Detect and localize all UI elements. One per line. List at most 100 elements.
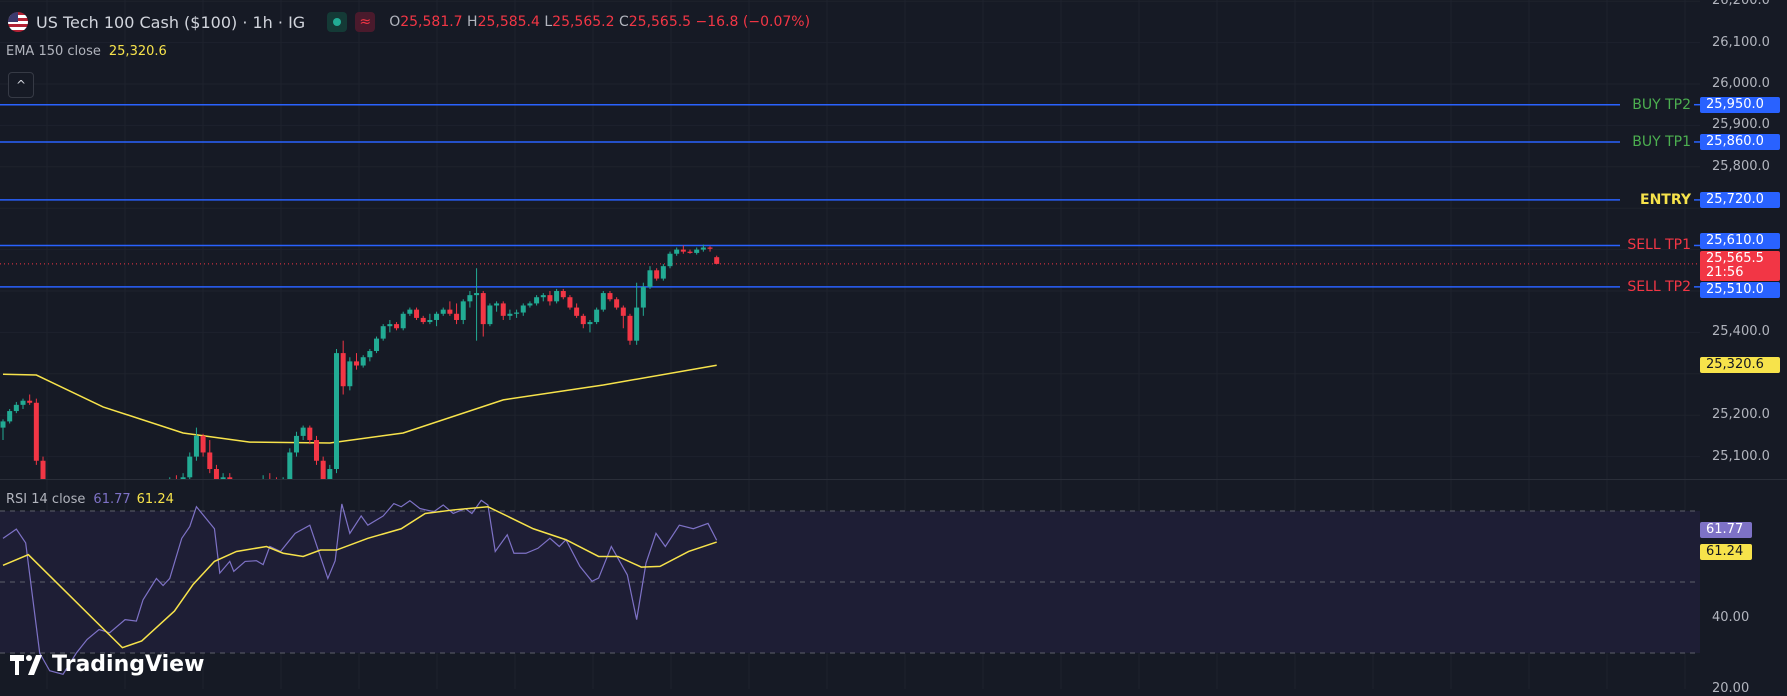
level-price-badge: 25,720.0: [1700, 191, 1780, 208]
candle-body: [367, 351, 373, 358]
candle-body: [687, 251, 693, 253]
candle-body: [567, 297, 573, 308]
rsi-ma-line: [2, 505, 717, 649]
candle-body: [680, 249, 686, 252]
level-label: ENTRY: [1640, 191, 1691, 208]
candle-body: [600, 293, 606, 310]
candle-body: [380, 326, 386, 339]
candle-body: [460, 301, 466, 320]
candle-body: [414, 309, 420, 318]
candle-body: [654, 270, 660, 279]
candle-body: [580, 315, 586, 325]
candle-body: [354, 361, 360, 366]
us-flag-icon: [8, 12, 28, 32]
candle-body: [500, 303, 506, 316]
candle-body: [347, 361, 353, 387]
level-label: BUY TP2: [1632, 96, 1691, 113]
candle-body: [667, 253, 673, 267]
candle-body: [620, 307, 626, 316]
price-axis-tick: 26,000.0: [1712, 76, 1770, 91]
level-price-badge: 25,610.0: [1700, 233, 1780, 250]
rsi-ma-value-badge: 61.24: [1700, 544, 1752, 561]
symbol-header: US Tech 100 Cash ($100) · 1h · IG ≈ O25,…: [8, 12, 810, 32]
candle-body: [447, 309, 453, 314]
rsi-axis-tick: 40.00: [1712, 609, 1750, 625]
candle-body: [507, 313, 513, 316]
ema-price-badge: 25,320.6: [1700, 357, 1780, 374]
collapse-legend-button[interactable]: ^: [8, 72, 34, 98]
current-price-value: 25,565.5: [1706, 250, 1764, 266]
candle-body: [20, 400, 26, 405]
candle-body: [714, 257, 720, 264]
green-dot-icon: [333, 18, 342, 26]
tradingview-logo[interactable]: TradingView: [10, 652, 204, 677]
candle-body: [560, 291, 566, 298]
price-axis-tick: 25,900.0: [1712, 117, 1770, 133]
price-axis-tick: 25,400.0: [1712, 324, 1770, 340]
pane-separator[interactable]: [0, 479, 1787, 480]
level-price-badge: 25,950.0: [1700, 96, 1780, 113]
candle-body: [454, 313, 460, 320]
market-status-badge[interactable]: [327, 12, 348, 32]
candle-body: [660, 266, 666, 279]
candle-body: [440, 309, 446, 314]
candle-body: [287, 452, 293, 480]
level-price-badge: 25,510.0: [1700, 281, 1780, 298]
candle-body: [694, 249, 700, 253]
rsi-legend[interactable]: RSI 14 close 61.77 61.24: [6, 492, 174, 507]
rsi-ma-value: 61.24: [136, 492, 174, 507]
price-chart-pane[interactable]: [0, 0, 1787, 480]
candle-body: [527, 303, 533, 306]
candle-body: [474, 293, 480, 296]
price-axis-tick: 26,100.0: [1712, 34, 1770, 50]
candle-body: [627, 315, 633, 341]
level-price-badge: 25,860.0: [1700, 133, 1780, 150]
price-change: −16.8 (−0.07%): [695, 14, 811, 30]
candle-body: [13, 404, 19, 412]
ema-value: 25,320.6: [108, 44, 167, 59]
candle-body: [33, 402, 39, 461]
approx-icon[interactable]: ≈: [355, 12, 376, 32]
candle-body: [434, 313, 440, 320]
price-axis-tick: 25,100.0: [1712, 448, 1770, 464]
symbol-title[interactable]: US Tech 100 Cash ($100) · 1h · IG: [36, 12, 306, 32]
candle-body: [27, 400, 33, 403]
candle-body: [207, 452, 213, 470]
candle-body: [193, 435, 199, 457]
candle-body: [467, 295, 473, 302]
rsi-label: RSI 14 close: [6, 492, 86, 507]
rsi-value-badge: 61.77: [1700, 522, 1752, 539]
candle-body: [360, 357, 366, 366]
candle-body: [707, 247, 713, 249]
ema-legend[interactable]: EMA 150 close 25,320.6: [6, 44, 167, 59]
candle-body: [227, 477, 233, 480]
candle-body: [674, 249, 680, 254]
level-label: SELL TP1: [1627, 237, 1691, 254]
candle-body: [334, 353, 339, 470]
candle-body: [40, 460, 46, 480]
candle-body: [607, 293, 613, 300]
candle-body: [300, 427, 306, 436]
candle-body: [520, 305, 526, 313]
candle-body: [614, 299, 620, 308]
ema-label: EMA 150 close: [6, 44, 101, 59]
candle-body: [7, 411, 13, 422]
candle-body: [340, 353, 346, 387]
candle-body: [187, 456, 193, 478]
chevron-up-icon: ^: [15, 78, 27, 92]
level-label: SELL TP2: [1627, 278, 1691, 295]
ema-150-line: [2, 364, 717, 444]
price-axis-tick: 26,200.0: [1712, 0, 1770, 9]
price-axis-tick: 25,800.0: [1712, 158, 1770, 174]
candle-body: [480, 293, 486, 325]
candle-body: [387, 324, 393, 327]
candle-body: [587, 322, 593, 325]
candle-body: [534, 297, 540, 304]
candle-body: [647, 270, 653, 287]
candle-body: [487, 305, 493, 325]
candle-body: [547, 295, 553, 302]
rsi-pane[interactable]: [0, 480, 1787, 689]
candle-body: [307, 427, 313, 441]
candle-body: [213, 469, 219, 480]
rsi-value: 61.77: [93, 492, 131, 507]
